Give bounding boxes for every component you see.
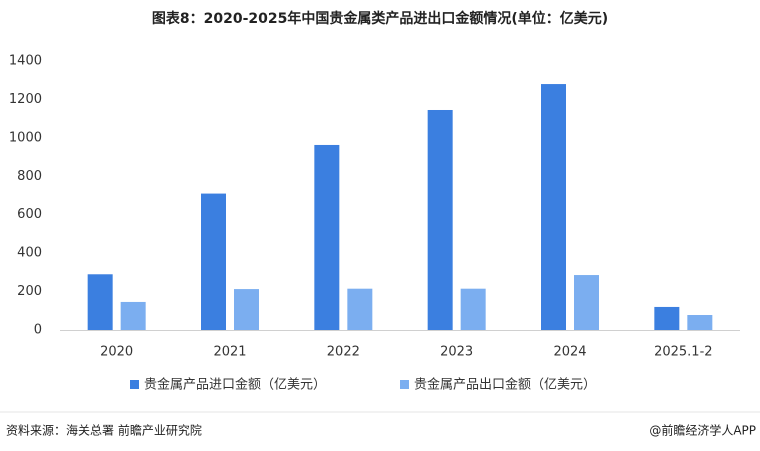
x-tick-label: 2022 (327, 345, 360, 360)
x-tick-label: 2025.1-2 (654, 345, 712, 360)
credit: @前瞻经济学人APP (649, 423, 756, 438)
bar (201, 193, 226, 330)
bar (460, 288, 486, 330)
legend-swatch (130, 380, 139, 389)
y-tick-label: 400 (17, 246, 42, 261)
bar (687, 315, 713, 330)
y-tick-label: 200 (17, 284, 42, 299)
bar (314, 144, 340, 330)
legend-label: 贵金属产品出口金额（亿美元） (414, 377, 596, 393)
x-tick-label: 2023 (440, 345, 473, 360)
bar (654, 306, 680, 330)
y-tick-label: 1400 (9, 54, 42, 69)
y-tick-label: 600 (17, 207, 42, 222)
bar (347, 288, 373, 330)
y-tick-label: 1000 (9, 130, 42, 145)
bar (541, 84, 566, 330)
y-tick-label: 1200 (9, 92, 42, 107)
chart-title: 图表8：2020-2025年中国贵金属类产品进出口金额情况(单位：亿美元) (152, 10, 608, 27)
x-tick-label: 2020 (100, 345, 133, 360)
legend-swatch (400, 380, 409, 389)
y-tick-label: 0 (34, 323, 42, 338)
legend-label: 贵金属产品进口金额（亿美元） (144, 377, 326, 393)
x-tick-label: 2024 (553, 345, 586, 360)
bar (87, 274, 113, 330)
bar (427, 109, 453, 330)
source: 资料来源：海关总署 前瞻产业研究院 (6, 423, 202, 438)
bar (120, 301, 146, 330)
bar (574, 275, 599, 330)
y-tick-label: 800 (17, 169, 42, 184)
x-tick-label: 2021 (213, 345, 246, 360)
bar (234, 289, 259, 330)
